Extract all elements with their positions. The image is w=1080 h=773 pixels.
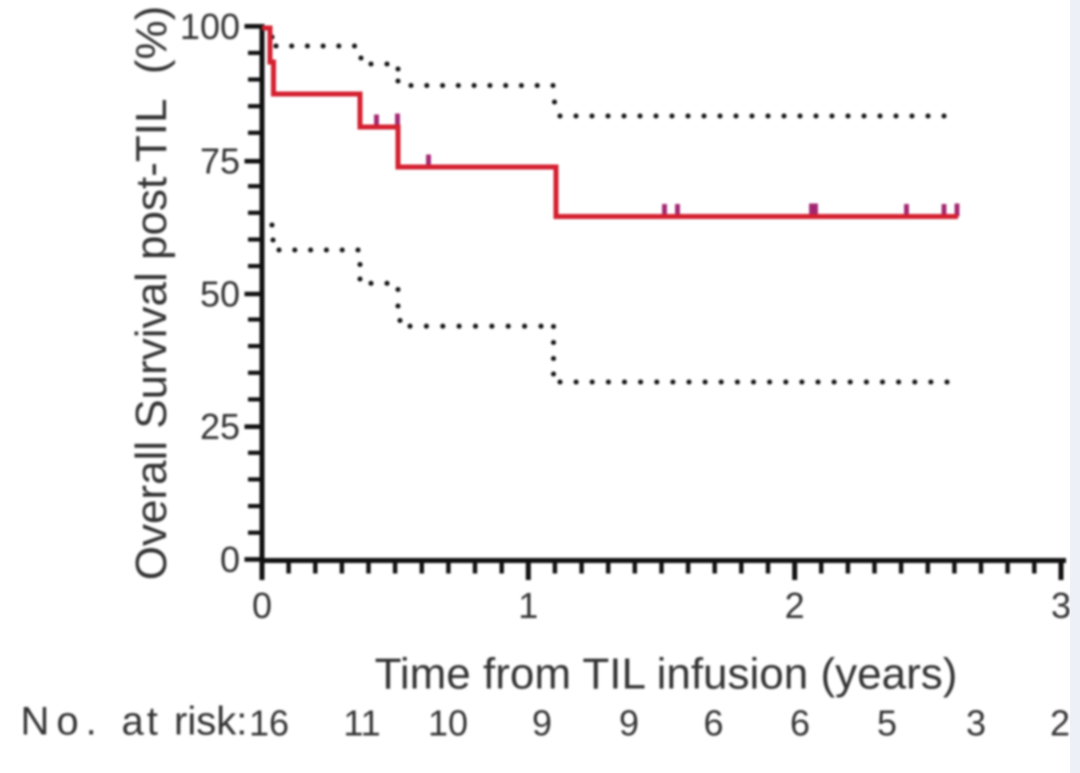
svg-text:9: 9 (532, 703, 552, 744)
svg-text:1: 1 (518, 585, 538, 626)
svg-text:3: 3 (1051, 585, 1071, 626)
svg-text:75: 75 (200, 141, 240, 182)
svg-text:9: 9 (619, 703, 639, 744)
svg-text:2: 2 (785, 585, 805, 626)
svg-text:6: 6 (790, 703, 810, 744)
svg-text:10: 10 (428, 703, 468, 744)
svg-text:3: 3 (966, 703, 986, 744)
svg-text:5: 5 (877, 703, 897, 744)
svg-text:0: 0 (252, 585, 272, 626)
svg-text:0: 0 (220, 539, 240, 580)
svg-text:100: 100 (180, 6, 240, 47)
svg-text:Overall Survival post-TIL (%): Overall Survival post-TIL (%) (127, 6, 176, 581)
svg-text:11: 11 (343, 703, 380, 744)
svg-text:Time from TIL infusion (years): Time from TIL infusion (years) (375, 650, 958, 699)
svg-text:25: 25 (200, 406, 240, 447)
svg-text:50: 50 (200, 274, 240, 315)
svg-text:2: 2 (1050, 703, 1070, 744)
svg-text:6: 6 (703, 703, 723, 744)
svg-text:16: 16 (249, 703, 289, 744)
